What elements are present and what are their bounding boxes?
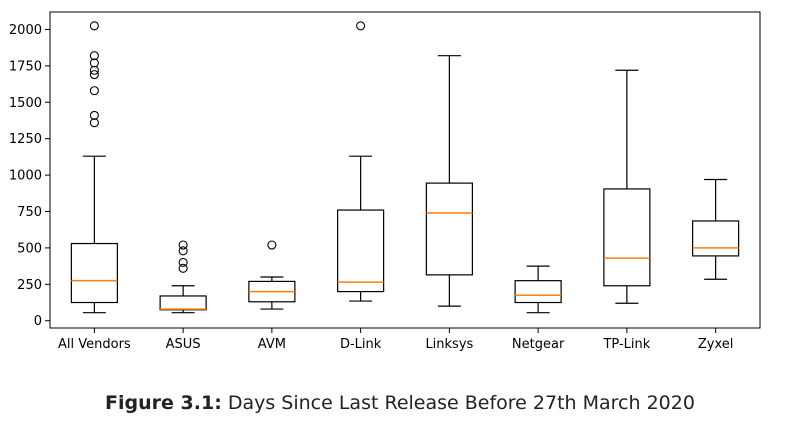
caption-label: Figure 3.1: xyxy=(105,392,222,414)
outlier-point xyxy=(89,110,99,120)
box-zyxel xyxy=(692,178,740,280)
x-tick-label: TP-Link xyxy=(602,337,650,352)
iqr-box xyxy=(70,242,118,304)
boxplot-chart: 0 250 500 750 1000 1250 1500 1750 2000 All Vendo… xyxy=(9,11,761,352)
x-tick-label: Zyxel xyxy=(698,337,734,352)
x-tick-label: D-Link xyxy=(340,337,382,352)
y-axis: 0 250 500 750 1000 1250 1500 1750 2000 xyxy=(9,23,50,329)
iqr-box xyxy=(159,295,207,311)
y-tick-label: 0 xyxy=(34,314,42,329)
outlier-point xyxy=(89,70,99,80)
y-tick-label: 1500 xyxy=(9,96,42,111)
y-tick-label: 1250 xyxy=(9,132,42,147)
outlier-point xyxy=(178,263,188,273)
x-tick-label: ASUS xyxy=(166,337,201,352)
x-tick-label: Linksys xyxy=(425,337,473,352)
x-axis: All Vendors ASUS AVM D-Link Linksys Netgear TP… xyxy=(58,328,733,352)
outlier-point xyxy=(178,246,188,256)
outlier-point xyxy=(89,65,99,75)
iqr-box xyxy=(514,280,562,304)
box-d-link xyxy=(337,21,385,302)
iqr-box xyxy=(337,209,385,293)
plot-frame xyxy=(49,11,761,329)
box-linksys xyxy=(425,55,473,307)
box-netgear xyxy=(514,265,562,314)
iqr-box xyxy=(425,182,473,276)
outlier-point xyxy=(89,118,99,128)
x-tick-label: All Vendors xyxy=(58,337,131,352)
outlier-point xyxy=(89,51,99,61)
box-series xyxy=(70,21,740,314)
box-avm xyxy=(248,240,296,310)
caption-text: Days Since Last Release Before 27th Marc… xyxy=(221,392,695,414)
outlier-point xyxy=(89,21,99,31)
outlier-point xyxy=(356,21,366,31)
y-tick-label: 750 xyxy=(17,205,42,220)
y-tick-label: 250 xyxy=(17,278,42,293)
x-tick-label: AVM xyxy=(258,337,286,352)
y-tick-label: 2000 xyxy=(9,23,42,38)
outlier-point xyxy=(89,86,99,96)
box-tp-link xyxy=(603,69,651,304)
x-tick-label: Netgear xyxy=(512,337,565,352)
box-asus xyxy=(159,240,207,314)
y-tick-label: 500 xyxy=(17,241,42,256)
iqr-box xyxy=(603,188,651,287)
figure-caption: Figure 3.1: Days Since Last Release Befo… xyxy=(0,392,800,414)
iqr-box xyxy=(692,220,740,257)
outlier-point xyxy=(178,257,188,268)
box-all-vendors xyxy=(70,21,118,314)
outlier-point xyxy=(267,240,277,250)
y-tick-label: 1000 xyxy=(9,169,42,184)
outlier-point xyxy=(178,240,188,250)
y-tick-label: 1750 xyxy=(9,59,42,74)
outlier-point xyxy=(89,58,99,68)
